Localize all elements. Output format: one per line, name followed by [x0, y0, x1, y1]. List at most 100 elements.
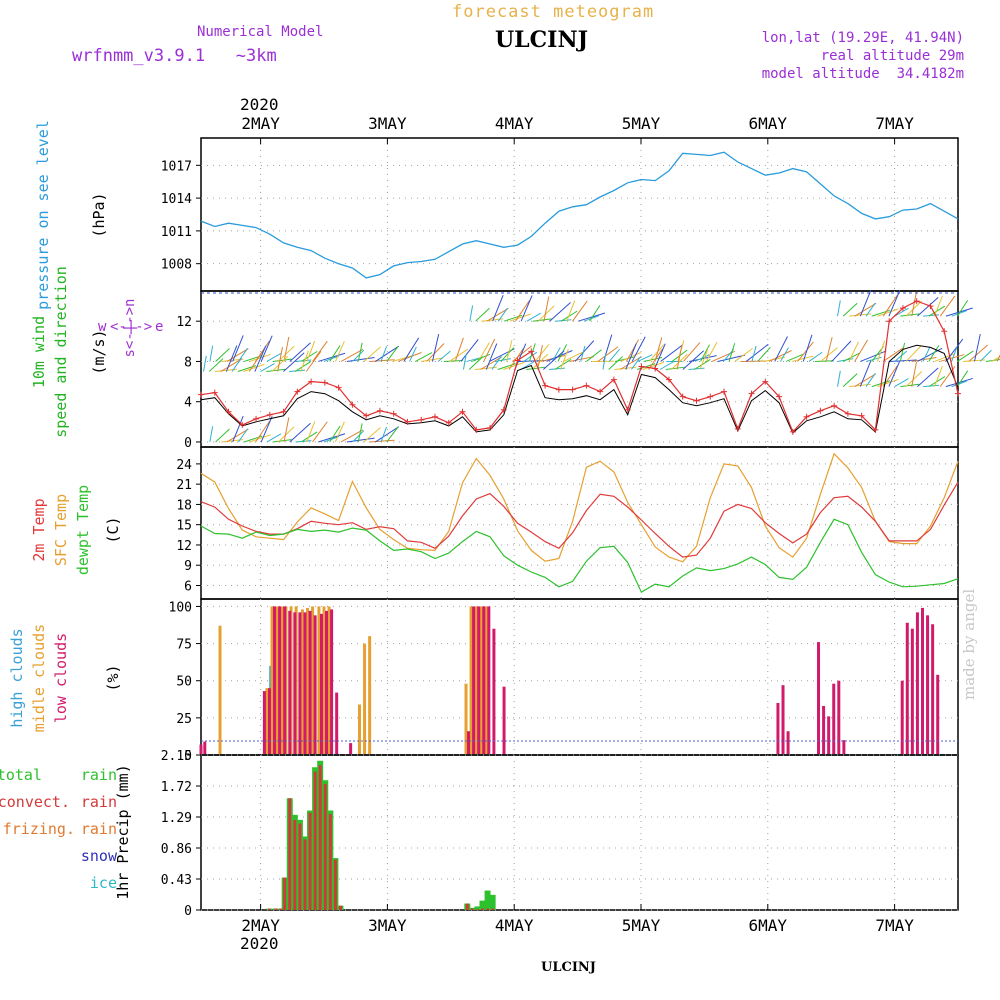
wind-barb — [923, 384, 940, 388]
wind-barb — [882, 365, 898, 387]
wind-barb — [734, 348, 753, 362]
y-tick-label: 0 — [184, 436, 192, 451]
wind-barb — [209, 345, 214, 362]
wind-barb — [460, 339, 479, 362]
wind-barb — [808, 351, 823, 362]
wind-barb — [334, 421, 345, 443]
wind-speed-marker — [941, 328, 948, 335]
wind-barb — [449, 348, 469, 362]
y-tick-label: 9 — [184, 559, 192, 574]
cloud-bar-low — [905, 622, 909, 754]
wind-barb — [820, 347, 838, 362]
wind-barb — [843, 352, 861, 362]
wind-barb — [660, 344, 684, 362]
wind-speed-black-line — [200, 344, 959, 434]
wind-barb — [940, 354, 965, 362]
wind-barb — [363, 346, 381, 362]
precip-bar-total — [479, 900, 486, 910]
cloud-bar-low — [931, 624, 935, 754]
wind-speed-marker — [321, 379, 328, 386]
temp-unit-label: (C) — [104, 516, 122, 543]
wind-barb — [469, 305, 474, 322]
wind-barb — [922, 346, 931, 362]
y-tick-label: 1014 — [161, 192, 192, 207]
clouds-unit-label: (%) — [104, 664, 122, 691]
cloud-bar-low — [472, 606, 476, 754]
wind-barb — [699, 348, 709, 370]
wind-barb — [312, 340, 328, 362]
wind-barb — [497, 307, 508, 322]
wind-speed-marker — [211, 389, 218, 396]
wind-barb — [266, 433, 282, 443]
x-axis-year-top: 2020 — [240, 95, 279, 114]
wind-barb — [468, 356, 484, 370]
legend-convect-rain: rain — [81, 793, 117, 811]
y-tick-label: 18 — [176, 498, 192, 513]
wind-barb — [631, 356, 642, 370]
wind-speed-marker — [473, 426, 480, 433]
wind-barb — [888, 360, 901, 387]
wind-speed-marker — [707, 393, 714, 400]
wind-barb — [248, 350, 264, 372]
wind-barb — [486, 307, 509, 322]
wind-speed-marker — [555, 386, 562, 393]
wind-barb — [865, 302, 876, 317]
precip-bar-convect — [288, 798, 292, 910]
precip-bar-convect — [470, 908, 474, 910]
wind-barb — [625, 343, 637, 370]
wind-barb — [551, 347, 561, 362]
wind-barb — [260, 415, 273, 443]
wind-barb — [526, 366, 546, 370]
dewpoint-ylabel: dewpt Temp — [74, 485, 92, 575]
wind-barb — [928, 345, 940, 362]
cloud-bar-low — [492, 628, 496, 754]
wind-barb — [477, 342, 490, 362]
cloud-bar-low — [273, 606, 277, 754]
wind-barb — [900, 383, 920, 388]
wind-barb — [842, 373, 858, 387]
wind-barb — [689, 355, 717, 362]
wind-speed-marker — [665, 376, 672, 383]
wind-dir-sn: s<-|->n — [122, 298, 138, 357]
wind-barb — [917, 367, 939, 387]
y-tick-label: 0.86 — [161, 842, 192, 857]
wind-barb — [340, 348, 364, 362]
wind-barb — [560, 348, 569, 370]
cloud-bar-low — [267, 688, 271, 754]
x-tick-label-bottom: 4MAY — [495, 916, 534, 935]
cloud-bar-low — [827, 716, 831, 754]
precip-bar-convect — [333, 859, 337, 910]
wind-barb — [357, 342, 363, 362]
wind-barb — [814, 360, 834, 362]
y-tick-label: 1008 — [161, 258, 192, 273]
wind-barb — [403, 337, 420, 362]
cloud-bar-low — [477, 606, 481, 754]
precip-bar-convect — [267, 908, 271, 910]
wind-barb — [254, 345, 267, 372]
wind-barb — [894, 350, 908, 362]
wind-barb — [369, 439, 395, 443]
wind-barb — [951, 346, 958, 362]
wind-speed-marker — [363, 412, 370, 419]
wind-barb — [289, 342, 311, 362]
cloud-bar-low — [262, 691, 266, 754]
cloud-bar-midle — [474, 606, 478, 754]
x-tick-label-bottom: 5MAY — [622, 916, 661, 935]
wind-barb — [654, 337, 663, 362]
wind-barb — [506, 339, 513, 362]
wind-barb — [225, 345, 238, 372]
cloud-bar-midle — [484, 606, 488, 754]
wind-speed-marker — [858, 412, 865, 419]
legend-snow: snow — [81, 847, 118, 865]
cloud-bar-low — [199, 744, 203, 754]
y-tick-label: 75 — [176, 638, 192, 653]
wind-barb — [589, 304, 601, 322]
cloud-bar-low — [308, 610, 312, 754]
panel-frame — [200, 137, 959, 292]
wind-barb — [334, 341, 345, 362]
cloud-bar-low — [776, 703, 780, 754]
sfc-temp-line — [200, 452, 959, 563]
precip-bar-convect — [486, 908, 490, 910]
wind-barb — [232, 415, 244, 443]
